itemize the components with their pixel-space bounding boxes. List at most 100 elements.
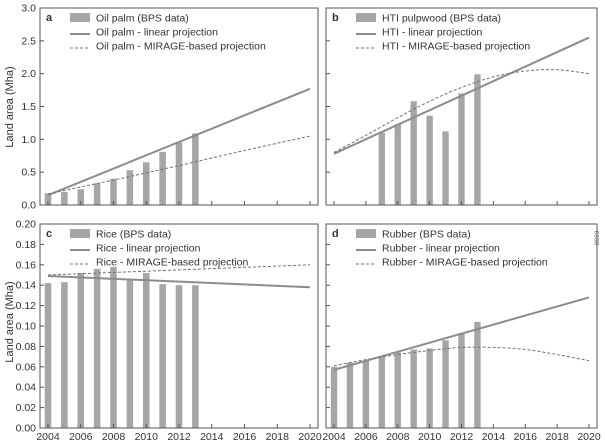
legend-entry-a-1: Oil palm - linear projection [96,27,218,39]
panel-letter-c: c [46,228,52,240]
x-tick-label-c: 2018 [266,431,290,443]
linear-line-b [333,36,590,155]
x-tick-label-c: 2006 [69,431,93,443]
mirage-curve-d [333,346,590,367]
bar-c-2011 [159,284,166,428]
legend-entry-b-0: HTI pulpwood (BPS data) [382,13,501,25]
bar-b-2011 [442,131,449,205]
bar-a-2006 [77,189,85,205]
bar-c-2008 [110,266,117,428]
bar-d-2008 [394,352,401,428]
bar-c-2012 [175,285,183,428]
bar-d-2007 [378,356,385,428]
bar-b-2009 [410,101,417,205]
y-tick-label-a: 1.5 [21,101,36,113]
y-axis-label-top: Land area (Mha) [4,66,16,147]
y-tick-label-c: 0.02 [16,402,37,414]
legend-entry-c-1: Rice - linear projection [96,243,201,255]
y-tick-label-c: 0.04 [16,382,37,394]
x-tick-label-d: 2006 [354,431,378,443]
legend-entry-d-1: Rubber - linear projection [382,243,500,255]
x-tick-label-c: 2004 [36,431,60,443]
y-tick-label-a: 3.0 [21,3,36,15]
x-tick-label-c: 2020 [298,431,322,443]
panel-a: 3.0 2.5 2.0 1.5 1.0 0.5 0.0 a Oil palm (BPS data… [21,3,319,212]
panel-letter-a: a [46,12,53,24]
y-tick-label-c: 0.00 [16,423,37,435]
legend-entry-d-2: Rubber - MIRAGE-based projection [382,257,548,269]
legend-entry-b-2: HTI - MIRAGE-based projection [382,41,530,53]
legend-entry-a-0: Oil palm (BPS data) [96,13,189,25]
bar-c-2010 [142,272,150,428]
bar-a-2013 [192,133,199,205]
legend-b: HTI pulpwood (BPS data) HTI - linear proj… [356,13,530,53]
x-tick-label-d: 2004 [322,431,346,443]
bar-a-2012 [175,142,183,205]
legend-d: Rubber (BPS data) Rubber - linear project… [356,229,548,269]
bar-a-2011 [159,151,166,205]
bar-d-2005 [346,362,354,428]
panel-c: 0.20 0.18 0.16 0.14 0.12 0.10 0.08 0.06 0.04 0.02… [16,219,322,443]
legend-entry-a-2: Oil palm - MIRAGE-based projection [96,41,266,53]
legend-swatch-bars-c [70,229,90,238]
linear-line-d [333,296,590,371]
legend-swatch-bars-d [356,229,376,238]
x-tick-label-d: 2020 [577,431,601,443]
bar-c-2004 [44,283,52,428]
x-tick-label-c: 2012 [167,431,191,443]
bar-b-2008 [394,124,401,205]
bar-d-2010 [426,348,433,428]
bar-c-2013 [192,285,199,428]
legend-swatch-bars-b [356,13,376,22]
linear-line-c [47,275,311,289]
bar-a-2008 [110,178,117,205]
bar-a-2010 [142,162,150,205]
y-tick-label-a: 1.0 [21,134,36,146]
legend-c: Rice (BPS data) Rice - linear projection R… [70,229,248,269]
bar-c-2007 [93,268,101,428]
x-tick-label-d: 2010 [418,431,442,443]
x-tick-label-d: 2014 [482,431,506,443]
y-tick-label-c: 0.08 [16,341,37,353]
bar-c-2009 [126,279,134,428]
bar-c-2006 [77,272,85,428]
x-tick-label-c: 2010 [135,431,159,443]
bar-b-2007 [378,132,385,205]
legend-entry-d-0: Rubber (BPS data) [382,229,471,241]
panel-d: 2004 2006 2008 2010 2012 2014 2016 2018 2020 d Rub… [322,223,601,443]
x-tick-label-c: 2014 [200,431,224,443]
bar-a-2004 [44,193,52,205]
bar-b-2012 [458,93,465,205]
x-tick-label-c: 2016 [233,431,257,443]
bar-d-2006 [362,360,370,428]
x-tick-label-d: 2016 [514,431,538,443]
y-axis-label-bottom: Land area (Mha) [4,281,16,362]
legend-swatch-bars-a [70,13,90,22]
bar-d-2012 [458,333,465,428]
bar-c-2005 [61,282,68,428]
mirage-curve-c [47,264,311,276]
bar-d-2004 [330,366,338,428]
x-tick-label-c: 2008 [102,431,126,443]
y-tick-label-c: 0.20 [16,219,37,231]
panel-b: b HTI pulpwood (BPS data) HTI - linear pro… [325,7,598,206]
mirage-curve-b [333,69,590,153]
panel-letter-d: d [332,228,339,240]
bar-a-2009 [126,170,134,205]
bar-a-2007 [93,183,101,205]
legend-entry-c-2: Rice - MIRAGE-based projection [96,257,248,269]
bar-b-2013 [474,74,481,205]
y-tick-label-a: 2.5 [21,35,36,47]
y-tick-label-a: 0.0 [21,200,36,212]
bar-d-2013 [474,321,481,428]
bar-b-2010 [426,115,433,205]
y-tick-label-c: 0.18 [16,239,37,251]
mirage-curve-a [47,135,311,195]
y-tick-label-c: 0.14 [16,280,37,292]
legend-entry-c-0: Rice (BPS data) [96,229,171,241]
legend-entry-b-1: HTI - linear projection [382,27,483,39]
y-tick-label-c: 0.10 [16,321,37,333]
panel-letter-b: b [332,12,339,24]
y-tick-label-c: 0.12 [16,300,37,312]
